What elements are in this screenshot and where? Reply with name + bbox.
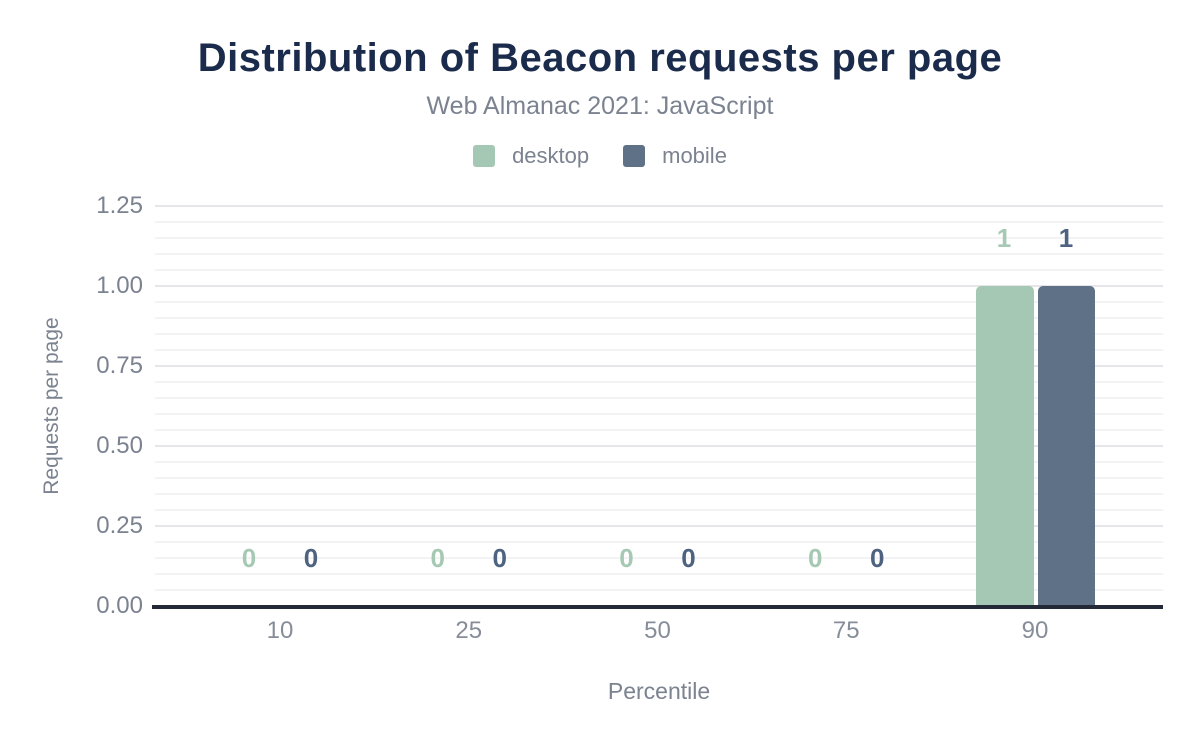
minor-gridline	[155, 349, 1163, 351]
x-axis-title: Percentile	[607, 678, 711, 704]
y-axis-title: Requests per page	[40, 317, 63, 495]
minor-gridline	[155, 381, 1163, 383]
x-tick-label: 75	[832, 617, 860, 644]
x-tick-label: 25	[455, 617, 483, 644]
legend-label-mobile: mobile	[662, 143, 727, 168]
desktop-swatch-icon	[473, 145, 496, 167]
x-tick-label: 90	[1021, 617, 1049, 644]
minor-gridline	[155, 237, 1163, 239]
y-tick-label: 0.25	[96, 512, 143, 539]
minor-gridline	[155, 493, 1163, 495]
minor-gridline	[155, 429, 1163, 431]
chart-subtitle: Web Almanac 2021: JavaScript	[426, 92, 774, 120]
major-gridline	[155, 445, 1163, 447]
mobile-swatch-icon	[623, 145, 646, 167]
minor-gridline	[155, 413, 1163, 415]
minor-gridline	[155, 589, 1163, 591]
desktop-value-label: 0	[241, 543, 257, 573]
minor-gridline	[155, 333, 1163, 335]
minor-gridline	[155, 269, 1163, 271]
minor-gridline	[155, 541, 1163, 543]
desktop-value-label: 1	[996, 223, 1012, 253]
mobile-value-label: 0	[870, 543, 885, 573]
major-gridline	[155, 525, 1163, 527]
major-gridline	[155, 285, 1163, 287]
mobile-value-label: 0	[681, 543, 696, 573]
x-axis-line	[152, 605, 1163, 609]
mobile-value-label: 1	[1058, 223, 1074, 253]
legend-item-desktop: desktop	[473, 143, 589, 169]
y-tick-label: 0.50	[96, 432, 143, 459]
legend-label-desktop: desktop	[512, 143, 590, 168]
minor-gridline	[155, 461, 1163, 463]
y-tick-label: 0.00	[96, 592, 143, 619]
minor-gridline	[155, 221, 1163, 223]
major-gridline	[155, 205, 1163, 207]
minor-gridline	[155, 509, 1163, 511]
y-tick-label: 0.75	[96, 352, 143, 379]
minor-gridline	[155, 317, 1163, 319]
x-tick-label: 50	[644, 617, 671, 644]
minor-gridline	[155, 557, 1163, 559]
minor-gridline	[155, 573, 1163, 575]
minor-gridline	[155, 397, 1163, 399]
legend: desktop mobile	[0, 143, 1200, 169]
y-tick-label: 1.00	[96, 272, 143, 299]
minor-gridline	[155, 253, 1163, 255]
y-tick-label: 1.25	[96, 192, 143, 219]
mobile-value-label: 0	[492, 543, 507, 573]
desktop-bar	[976, 286, 1034, 607]
major-gridline	[155, 365, 1163, 367]
minor-gridline	[155, 301, 1163, 303]
x-tick-label: 10	[266, 617, 294, 644]
mobile-value-label: 0	[303, 543, 319, 573]
mobile-bar	[1038, 286, 1095, 607]
desktop-value-label: 0	[619, 543, 634, 573]
desktop-value-label: 0	[430, 543, 445, 573]
desktop-value-label: 0	[808, 543, 823, 573]
minor-gridline	[155, 477, 1163, 479]
chart-title: Distribution of Beacon requests per page	[197, 36, 1003, 80]
legend-item-mobile: mobile	[623, 143, 727, 169]
